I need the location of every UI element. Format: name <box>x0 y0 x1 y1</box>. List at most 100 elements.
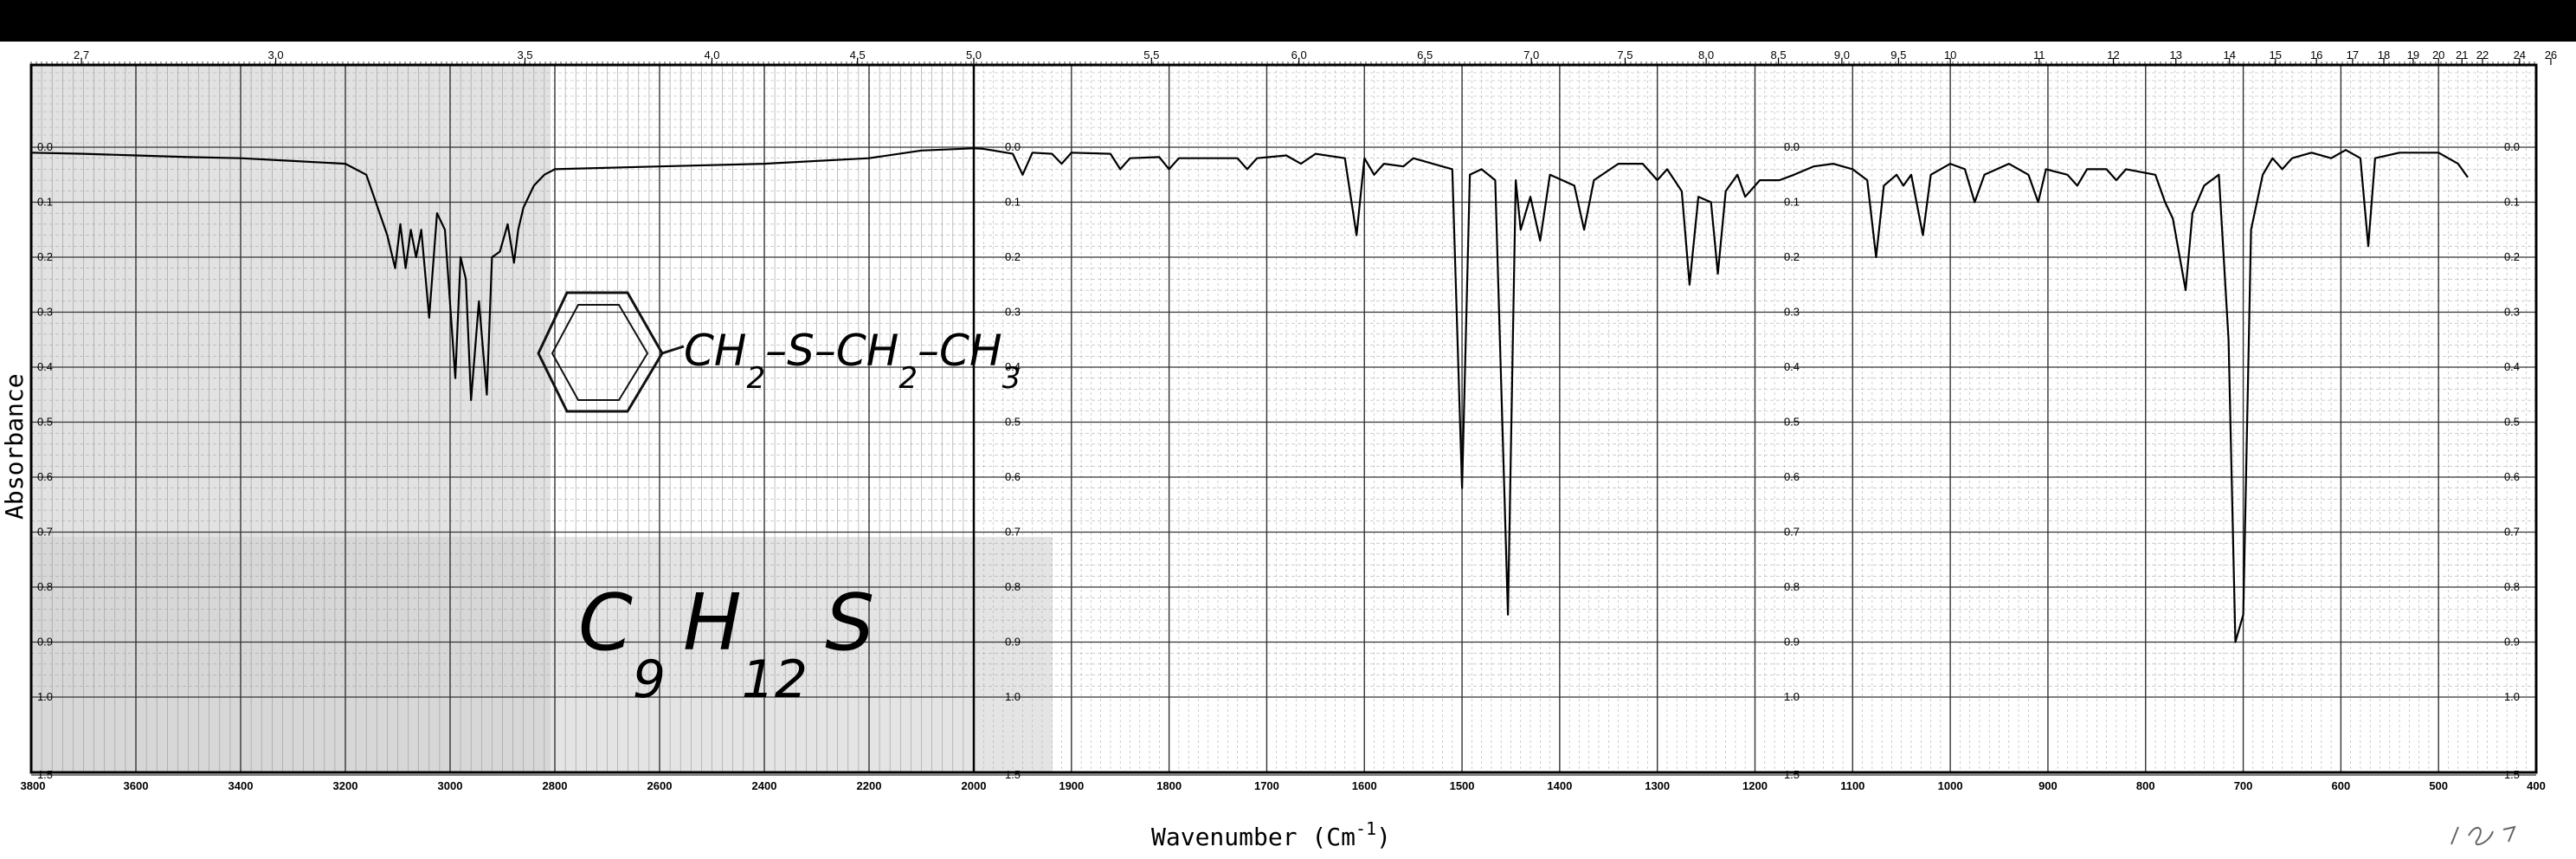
x-tick-label: 1100 <box>1840 779 1864 792</box>
x-axis-title-close: ) <box>1376 823 1391 851</box>
absorbance-label: 0.5 <box>37 416 53 429</box>
absorbance-label: 0.4 <box>37 360 53 373</box>
absorbance-label: 0.1 <box>1005 196 1021 209</box>
top-micron-tick-label: 9.5 <box>1890 48 1906 61</box>
x-tick-label: 3200 <box>333 779 358 792</box>
molecular-formula: C9H12S <box>578 578 874 710</box>
x-tick-label: 700 <box>2234 779 2253 792</box>
top-micron-tick-label: 5.5 <box>1143 48 1159 61</box>
bottom-axis-wavenumber-ticks: 3800 3600 3400 3200 3000 2800 2600 2400 2200 2000… <box>21 779 2546 792</box>
x-axis-title-main: Wavenumber (Cm <box>1151 823 1356 851</box>
top-black-bar <box>0 0 2576 42</box>
top-micron-tick-label: 13 <box>2169 48 2181 61</box>
top-micron-tick-label: 14 <box>2224 48 2236 61</box>
x-tick-label: 400 <box>2527 779 2546 792</box>
x-tick-label: 2200 <box>857 779 882 792</box>
top-micron-tick-label: 22 <box>2476 48 2489 61</box>
top-axis-micron-ticks: 2.7 3.0 3.5 4.0 4.5 5.0 5.5 6.0 6.5 7.0 7.5 8.0 8.5 9… <box>30 48 2557 65</box>
x-tick-label: 2000 <box>962 779 987 792</box>
absorbance-label: 0.4 <box>1005 360 1021 373</box>
absorbance-label: 0.0 <box>2504 140 2520 153</box>
absorbance-label: 1.0 <box>2504 690 2520 703</box>
x-tick-label: 1700 <box>1254 779 1279 792</box>
structure-formula: CH2–S–CH2–CH3 <box>684 326 1021 396</box>
absorbance-label: 0.1 <box>1784 196 1800 209</box>
absorbance-scale-labels: 0.0 0.1 0.2 0.3 0.4 0.5 0.6 0.7 0.8 0.9 1.0 1.5 0.0 0… <box>37 140 2520 781</box>
x-tick-label: 3000 <box>438 779 463 792</box>
x-tick-label: 900 <box>2038 779 2058 792</box>
absorbance-label: 0.7 <box>1005 526 1021 539</box>
absorbance-label: 1.5 <box>2504 768 2520 781</box>
top-micron-tick-label: 21 <box>2456 48 2468 61</box>
absorbance-label: 0.3 <box>2504 306 2520 319</box>
corner-handwriting-mark <box>2450 825 2516 846</box>
x-tick-label: 800 <box>2136 779 2155 792</box>
x-tick-label: 1800 <box>1156 779 1182 792</box>
absorbance-label: 0.9 <box>1005 636 1021 649</box>
top-micron-tick-label: 24 <box>2514 48 2526 61</box>
x-tick-label: 500 <box>2429 779 2448 792</box>
top-micron-tick-label: 19 <box>2407 48 2419 61</box>
x-tick-label: 3400 <box>229 779 254 792</box>
x-tick-label: 3600 <box>124 779 149 792</box>
benzene-ring-drawing <box>537 291 685 413</box>
absorbance-label: 0.6 <box>1005 470 1021 483</box>
top-micron-tick-label: 10 <box>1944 48 1956 61</box>
absorbance-label: 0.0 <box>1784 140 1800 153</box>
absorbance-label: 0.8 <box>2504 580 2520 593</box>
x-tick-label: 2400 <box>752 779 777 792</box>
absorbance-label: 0.3 <box>1784 306 1800 319</box>
top-micron-tick-label: 2.7 <box>74 48 89 61</box>
absorbance-label: 1.0 <box>1784 690 1800 703</box>
x-tick-label: 2800 <box>543 779 568 792</box>
absorbance-label: 0.5 <box>2504 416 2520 429</box>
top-micron-tick-label: 20 <box>2432 48 2444 61</box>
top-micron-tick-label: 4.5 <box>850 48 866 61</box>
chart-grid-minor <box>30 64 2537 772</box>
absorbance-label: 0.9 <box>37 636 53 649</box>
x-tick-label: 1300 <box>1645 779 1670 792</box>
x-tick-label: 3800 <box>21 779 46 792</box>
x-tick-label: 1900 <box>1059 779 1084 792</box>
absorbance-label: 0.8 <box>1784 580 1800 593</box>
x-tick-label: 1200 <box>1742 779 1768 792</box>
absorbance-label: 0.2 <box>37 250 53 263</box>
absorbance-label: 0.0 <box>37 140 53 153</box>
spectrum-line <box>30 147 2469 643</box>
absorbance-label: 0.1 <box>37 196 53 209</box>
x-tick-label: 1600 <box>1352 779 1377 792</box>
x-tick-label: 2600 <box>647 779 673 792</box>
absorbance-label: 0.9 <box>1784 636 1800 649</box>
absorbance-label: 0.6 <box>37 470 53 483</box>
absorbance-label: 0.2 <box>2504 250 2520 263</box>
absorbance-label: 1.5 <box>1005 768 1021 781</box>
top-micron-tick-label: 11 <box>2033 48 2045 61</box>
top-micron-tick-label: 7.0 <box>1523 48 1539 61</box>
absorbance-label: 0.5 <box>1784 416 1800 429</box>
absorbance-label: 0.6 <box>1784 470 1800 483</box>
top-micron-tick-label: 15 <box>2270 48 2282 61</box>
top-micron-tick-label: 3.5 <box>517 48 532 61</box>
top-micron-tick-label: 17 <box>2347 48 2359 61</box>
absorbance-label: 1.5 <box>1784 768 1800 781</box>
top-micron-tick-label: 18 <box>2378 48 2390 61</box>
absorbance-label: 0.1 <box>2504 196 2520 209</box>
top-micron-tick-label: 12 <box>2107 48 2119 61</box>
absorbance-label: 0.7 <box>2504 526 2520 539</box>
x-axis-title: Wavenumber (Cm-1) <box>1151 818 1391 851</box>
absorbance-label: 0.2 <box>1005 250 1021 263</box>
x-tick-label: 1500 <box>1450 779 1475 792</box>
absorbance-label: 0.3 <box>37 306 53 319</box>
top-micron-tick-label: 6.0 <box>1291 48 1307 61</box>
absorbance-label: 0.4 <box>2504 360 2520 373</box>
top-micron-tick-label: 4.0 <box>704 48 719 61</box>
y-axis-title: Absorbance <box>0 373 29 520</box>
top-micron-tick-label: 16 <box>2310 48 2322 61</box>
top-micron-tick-label: 5.0 <box>966 48 982 61</box>
chart-grid-major <box>29 63 2538 776</box>
top-micron-tick-label: 7.5 <box>1617 48 1633 61</box>
absorbance-label: 0.3 <box>1005 306 1021 319</box>
absorbance-label: 0.4 <box>1784 360 1800 373</box>
top-micron-tick-label: 9.0 <box>1834 48 1850 61</box>
